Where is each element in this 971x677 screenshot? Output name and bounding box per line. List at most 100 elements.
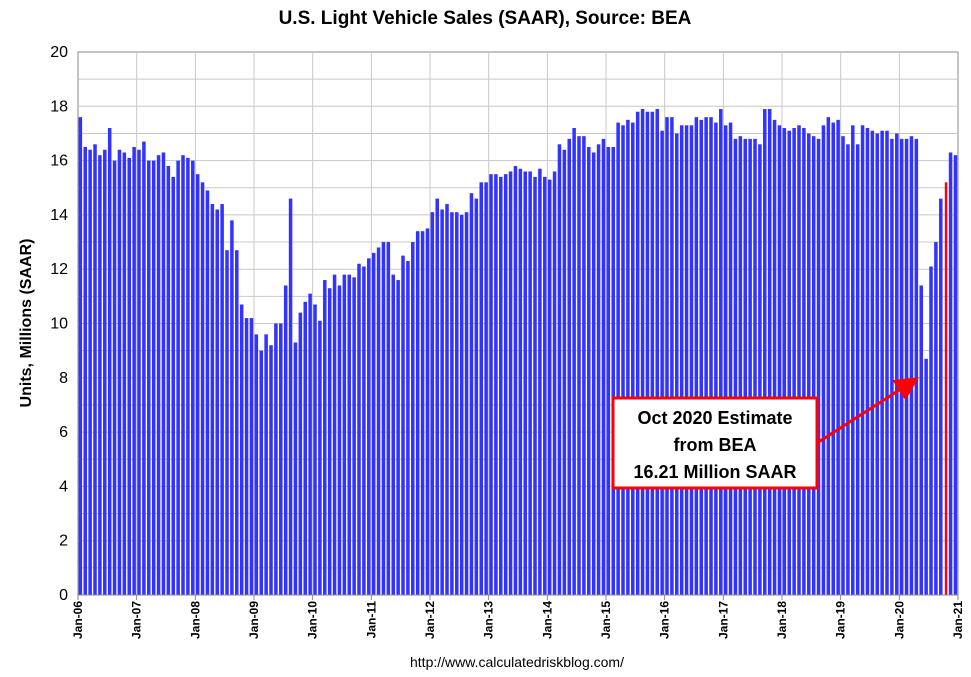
x-tick-label: Jan-14 <box>540 601 554 639</box>
bar <box>430 212 435 595</box>
y-tick-label: 18 <box>50 98 68 115</box>
bar <box>665 117 669 595</box>
x-tick-label: Jan-19 <box>834 601 848 639</box>
bar <box>205 190 210 595</box>
bar <box>88 149 92 596</box>
bar <box>420 231 425 595</box>
bar <box>753 138 757 595</box>
bar <box>909 136 914 596</box>
bar <box>948 152 953 595</box>
bar <box>719 109 723 595</box>
bar <box>347 274 351 595</box>
bar <box>880 130 884 596</box>
bar-highlight <box>944 182 948 595</box>
gridlines <box>78 52 958 595</box>
bar <box>459 214 464 595</box>
bar <box>635 111 640 595</box>
bar <box>621 125 625 596</box>
x-axis: Jan-06 Jan-07 Jan-08 Jan-09 Jan-10 Jan-11 Jan-… <box>71 595 965 639</box>
bar <box>367 258 371 595</box>
bar <box>728 122 733 595</box>
bar <box>709 117 713 595</box>
bar <box>239 304 244 595</box>
bar <box>503 174 508 596</box>
bar <box>249 318 254 595</box>
bar <box>435 198 439 596</box>
bar <box>890 138 894 595</box>
bar <box>572 128 576 595</box>
bar <box>582 136 586 596</box>
y-tick-label: 16 <box>50 153 68 170</box>
bar <box>137 149 141 596</box>
bar <box>792 128 796 595</box>
bar <box>195 174 200 596</box>
bar <box>631 122 635 595</box>
y-tick-label: 10 <box>50 316 68 333</box>
bars <box>78 109 958 596</box>
bar <box>176 160 180 595</box>
bar <box>836 119 840 595</box>
bar <box>767 109 772 595</box>
bar <box>543 176 547 595</box>
x-tick-label: Jan-06 <box>71 601 85 639</box>
bar <box>381 242 386 596</box>
bar <box>591 152 596 595</box>
bar <box>650 111 655 595</box>
bar <box>924 358 928 595</box>
bar <box>611 147 615 595</box>
bar <box>557 144 562 595</box>
bar <box>122 152 127 595</box>
bar <box>577 136 581 596</box>
bar <box>811 136 816 596</box>
chart-title: U.S. Light Vehicle Sales (SAAR), Source:… <box>279 8 692 29</box>
y-axis-label: Units, Millions (SAAR) <box>18 239 35 408</box>
annotation-box <box>611 396 819 490</box>
bar <box>533 176 537 595</box>
bar <box>782 128 787 595</box>
x-tick-label: Jan-08 <box>188 601 202 639</box>
bar <box>860 125 865 596</box>
x-tick-label: Jan-20 <box>892 601 906 639</box>
bar <box>802 128 806 595</box>
bar <box>93 144 97 595</box>
bar <box>127 157 131 595</box>
bar <box>220 204 224 596</box>
bar <box>743 138 747 595</box>
y-axis: 0 2 4 6 8 10 12 14 16 18 20 <box>50 44 68 604</box>
bar <box>161 152 166 595</box>
bar <box>464 212 469 595</box>
bar <box>714 122 718 595</box>
bar <box>112 160 117 595</box>
y-tick-label: 14 <box>50 207 68 224</box>
y-tick-label: 2 <box>59 533 68 550</box>
y-tick-label: 0 <box>59 587 68 604</box>
bar <box>723 125 728 596</box>
bar <box>865 128 870 595</box>
bar <box>191 160 195 595</box>
annotation: Oct 2020 Estimate from BEA 16.21 Million S… <box>611 377 920 490</box>
bar <box>899 138 904 595</box>
bar <box>919 285 923 595</box>
bar <box>841 136 845 596</box>
bar <box>484 182 488 595</box>
bar <box>303 301 307 595</box>
bar <box>166 166 171 595</box>
bar <box>455 212 459 595</box>
annotation-line: from BEA <box>673 435 756 455</box>
bar <box>547 179 552 596</box>
bar <box>660 130 664 596</box>
bar <box>147 160 151 595</box>
bar <box>342 274 347 595</box>
bar <box>293 342 298 595</box>
bar <box>821 125 826 596</box>
bar <box>562 149 567 596</box>
x-tick-label: Jan-11 <box>364 601 378 639</box>
bar <box>626 119 630 595</box>
bar <box>885 130 889 596</box>
bar <box>415 231 420 595</box>
bar <box>596 144 601 595</box>
bar <box>288 198 293 596</box>
bar <box>704 117 708 595</box>
y-tick-label: 6 <box>59 424 68 441</box>
